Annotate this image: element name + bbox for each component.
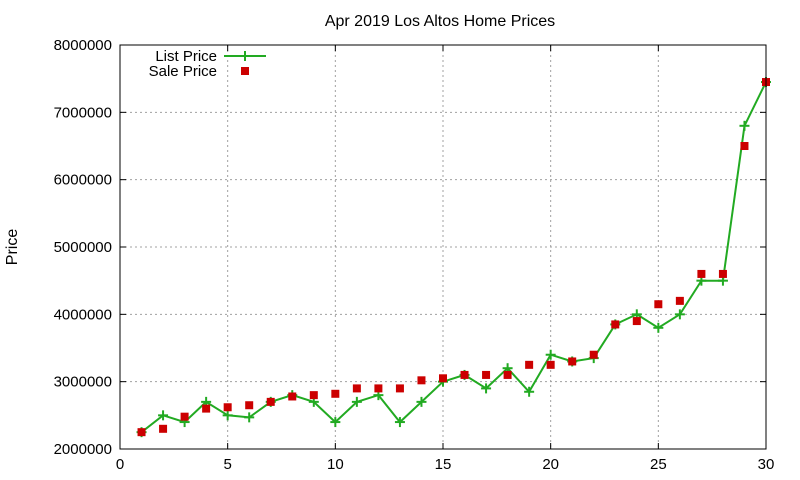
y-tick-label: 7000000 (54, 104, 112, 121)
list-price-point (330, 417, 341, 428)
grid-lines (120, 45, 766, 449)
sale-price-point (718, 269, 727, 278)
sale-price-point (137, 428, 146, 437)
sale-price-point (331, 389, 340, 398)
list-price-point (158, 410, 169, 421)
sale-price-point (439, 374, 447, 383)
list-price-point (416, 396, 427, 407)
sale-price-point (352, 384, 361, 393)
sale-price-point (503, 370, 512, 379)
list-price-point (394, 417, 405, 428)
y-tick-label: 6000000 (54, 172, 112, 189)
sale-price-point (374, 384, 383, 393)
sale-price-point (266, 397, 275, 406)
legend-label-sale-price: Sale Price (149, 63, 217, 80)
legend-marker-list-price (240, 51, 250, 61)
x-tick-label: 30 (758, 456, 775, 473)
list-price-point (674, 309, 685, 320)
sale-price-point (482, 370, 491, 379)
x-tick-label: 25 (650, 456, 667, 473)
sale-price-point (417, 376, 426, 385)
list-price-point (545, 349, 556, 360)
sale-price-point (202, 404, 211, 413)
y-tick-label: 8000000 (54, 37, 112, 54)
sale-price-point (632, 317, 641, 326)
sale-price-point (611, 320, 620, 329)
y-tick-label: 2000000 (54, 441, 112, 458)
legend-label-list-price: List Price (155, 48, 217, 65)
x-tick-label: 10 (327, 456, 344, 473)
sale-price-point (697, 269, 706, 278)
x-tick-label: 20 (542, 456, 559, 473)
axis-ticks: 2000000 3000000 4000000 5000000 6000000 70000… (54, 37, 775, 473)
legend-marker-sale-price (241, 67, 249, 75)
list-price-point (653, 322, 664, 333)
x-tick-label: 0 (116, 456, 124, 473)
sale-price-point (568, 357, 577, 366)
sale-price-point (288, 392, 297, 401)
sale-price-point (460, 370, 469, 379)
sale-price-point (546, 360, 555, 369)
series-line-list-price (140, 81, 767, 433)
list-price-point (244, 412, 255, 423)
sale-price-point (740, 142, 749, 150)
y-tick-label: 3000000 (54, 374, 112, 391)
sale-price-point (159, 424, 168, 433)
list-price-point (481, 383, 492, 394)
sale-price-point (309, 391, 318, 400)
sale-price-point (180, 412, 189, 421)
sale-price-point (589, 350, 598, 359)
sale-price-point (654, 300, 663, 309)
sale-price-point (245, 401, 254, 410)
list-price-point (524, 386, 535, 397)
legend: List Price Sale Price (149, 48, 266, 80)
sale-price-point (395, 384, 404, 393)
x-tick-label: 15 (435, 456, 452, 473)
y-tick-label: 4000000 (54, 306, 112, 323)
sale-price-point (223, 403, 232, 412)
chart-title: Apr 2019 Los Altos Home Prices (325, 13, 555, 30)
plot-area (136, 77, 771, 438)
sale-price-point (525, 360, 534, 369)
plot-frame (119, 44, 767, 450)
sale-price-point (675, 296, 684, 305)
x-tick-label: 5 (223, 456, 231, 473)
list-price-point (739, 120, 750, 131)
list-price-point (351, 396, 362, 407)
y-axis-title: Price (4, 229, 21, 266)
list-price-point (222, 410, 233, 421)
y-tick-label: 5000000 (54, 239, 112, 256)
